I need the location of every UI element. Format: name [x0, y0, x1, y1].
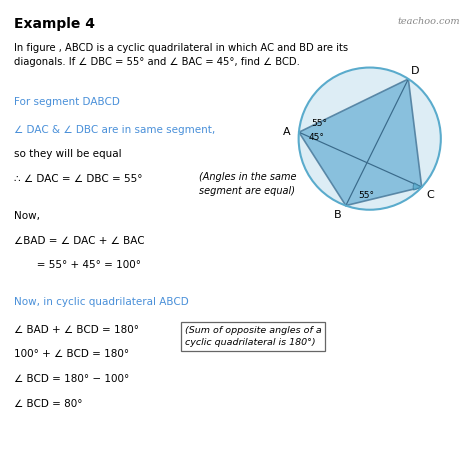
Text: 45°: 45° [309, 133, 325, 142]
Text: ∠ DAC & ∠ DBC are in same segment,: ∠ DAC & ∠ DBC are in same segment, [14, 125, 216, 135]
Text: In figure , ABCD is a cyclic quadrilateral in which AC and BD are its
diagonals.: In figure , ABCD is a cyclic quadrilater… [14, 43, 348, 67]
Text: A: A [283, 127, 291, 137]
Text: 100° + ∠ BCD = 180°: 100° + ∠ BCD = 180° [14, 349, 129, 359]
Text: (Angles in the same
segment are equal): (Angles in the same segment are equal) [199, 172, 297, 196]
Text: 55°: 55° [312, 119, 328, 128]
Circle shape [299, 67, 441, 210]
Text: ∠ BAD + ∠ BCD = 180°: ∠ BAD + ∠ BCD = 180° [14, 325, 139, 335]
Wedge shape [413, 183, 422, 190]
Polygon shape [299, 79, 422, 206]
Text: teachoo.com: teachoo.com [397, 17, 460, 26]
Text: ∠ BCD = 180° − 100°: ∠ BCD = 180° − 100° [14, 374, 129, 384]
Text: For segment DABCD: For segment DABCD [14, 97, 120, 107]
Text: Now,: Now, [14, 211, 40, 221]
Text: (Sum of opposite angles of a
cyclic quadrilateral is 180°): (Sum of opposite angles of a cyclic quad… [185, 326, 322, 347]
Text: C: C [426, 190, 434, 200]
Text: Now, in cyclic quadrilateral ABCD: Now, in cyclic quadrilateral ABCD [14, 297, 189, 307]
Text: so they will be equal: so they will be equal [14, 149, 122, 159]
Text: = 55° + 45° = 100°: = 55° + 45° = 100° [14, 260, 141, 270]
Text: ∠BAD = ∠ DAC + ∠ BAC: ∠BAD = ∠ DAC + ∠ BAC [14, 236, 145, 246]
Text: ∠ BCD = 80°: ∠ BCD = 80° [14, 399, 83, 409]
Text: Example 4: Example 4 [14, 17, 95, 31]
Text: ∴ ∠ DAC = ∠ DBC = 55°: ∴ ∠ DAC = ∠ DBC = 55° [14, 174, 143, 184]
Text: B: B [334, 210, 342, 220]
Text: 55°: 55° [359, 191, 374, 200]
Text: D: D [411, 66, 419, 76]
